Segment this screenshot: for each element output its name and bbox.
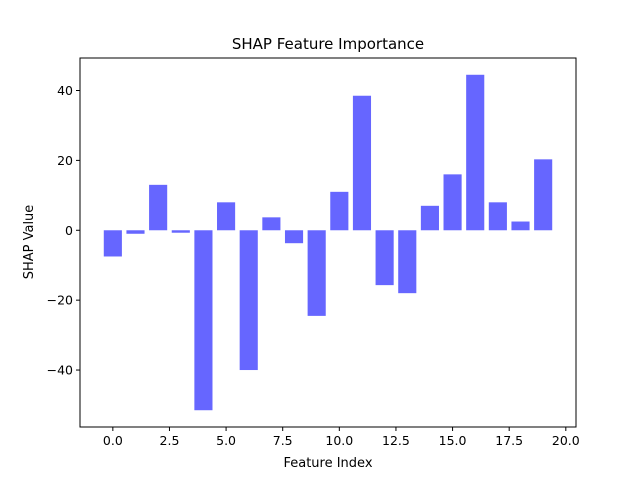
bar-feature-6 — [239, 230, 258, 371]
x-tick-label: 0.0 — [103, 433, 123, 448]
bar-feature-14 — [420, 205, 439, 231]
bar-feature-8 — [284, 230, 304, 244]
x-axis-ticks: 0.0 2.5 5.0 7.5 10.0 12.5 15.0 17.5 20.0 — [103, 427, 580, 448]
y-axis-label: SHAP Value — [22, 205, 37, 280]
x-tick-label: 15.0 — [439, 433, 467, 448]
bar-feature-16 — [466, 74, 485, 231]
plot-frame — [79, 57, 577, 428]
x-tick-label: 20.0 — [552, 433, 580, 448]
x-axis-label: Feature Index — [283, 456, 372, 471]
x-tick-label: 12.5 — [382, 433, 410, 448]
bar-feature-0 — [103, 230, 122, 257]
x-tick-label: 5.0 — [216, 433, 236, 448]
bar-feature-3 — [171, 230, 190, 233]
y-tick-label: −20 — [47, 293, 73, 308]
bar-feature-4 — [194, 230, 213, 411]
y-tick-label: 40 — [57, 83, 73, 98]
bar-feature-12 — [375, 230, 394, 286]
x-tick-label: 10.0 — [325, 433, 353, 448]
bar-feature-17 — [488, 202, 507, 231]
bar-feature-5 — [217, 202, 236, 231]
bar-feature-9 — [307, 230, 326, 316]
y-tick-label: −40 — [47, 363, 73, 378]
y-axis-ticks: −40 −20 0 20 40 — [47, 83, 80, 378]
bar-feature-15 — [443, 174, 462, 231]
bar-feature-19 — [534, 159, 553, 231]
x-tick-label: 7.5 — [273, 433, 293, 448]
bar-feature-7 — [262, 217, 281, 231]
bar-feature-11 — [352, 95, 372, 231]
chart-title: SHAP Feature Importance — [232, 35, 424, 53]
bar-feature-2 — [149, 184, 168, 231]
y-tick-label: 20 — [57, 153, 73, 168]
bar-feature-10 — [330, 191, 349, 231]
x-tick-label: 2.5 — [160, 433, 180, 448]
bar-feature-18 — [511, 221, 530, 231]
bars-layer — [103, 74, 553, 411]
x-tick-label: 17.5 — [495, 433, 523, 448]
y-tick-label: 0 — [65, 223, 73, 238]
bar-feature-13 — [398, 230, 417, 294]
bar-feature-1 — [126, 230, 145, 234]
